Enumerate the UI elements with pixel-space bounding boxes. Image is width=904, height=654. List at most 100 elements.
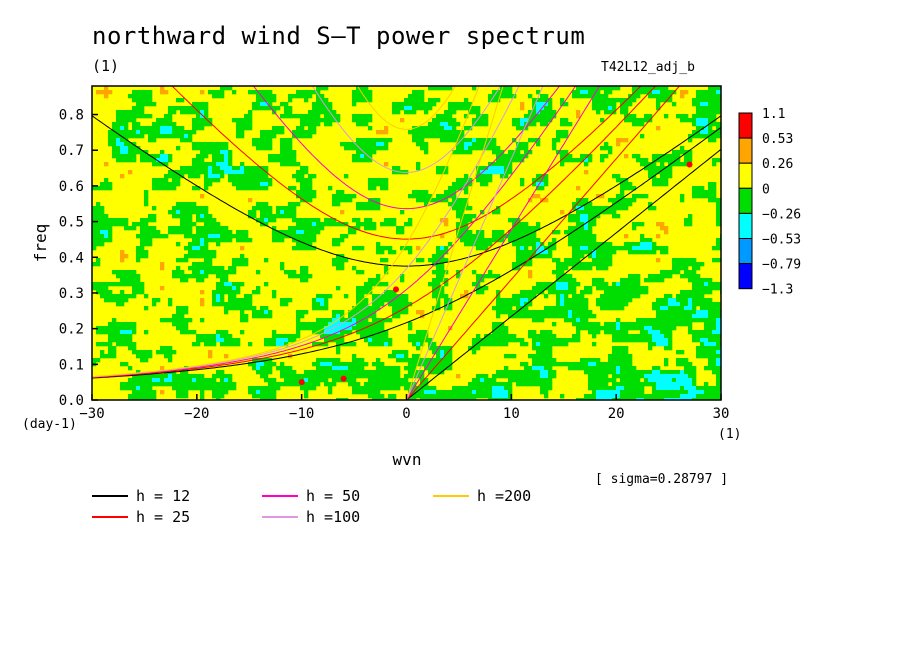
field-cell bbox=[660, 370, 665, 375]
field-cell bbox=[532, 102, 537, 107]
field-cell bbox=[628, 198, 633, 203]
field-cell bbox=[200, 270, 205, 275]
field-cell bbox=[640, 134, 645, 139]
field-cell bbox=[496, 94, 501, 99]
field-cell bbox=[132, 294, 137, 299]
field-cell bbox=[344, 342, 349, 347]
field-cell bbox=[620, 182, 625, 187]
field-cell bbox=[104, 286, 109, 291]
field-cell bbox=[220, 274, 225, 279]
field-cell bbox=[504, 90, 509, 95]
field-cell bbox=[404, 310, 409, 315]
field-cell bbox=[364, 138, 369, 143]
field-cell bbox=[196, 234, 201, 239]
field-cell bbox=[384, 142, 389, 147]
field-cell bbox=[272, 334, 277, 339]
field-cell bbox=[148, 158, 153, 163]
field-cell bbox=[220, 282, 225, 287]
field-cell bbox=[144, 198, 149, 203]
field-cell bbox=[416, 354, 421, 359]
field-cell bbox=[528, 198, 533, 203]
field-cell bbox=[408, 222, 413, 227]
field-cell bbox=[204, 266, 209, 271]
field-cell bbox=[548, 254, 553, 259]
field-cell bbox=[252, 306, 257, 311]
field-cell bbox=[516, 258, 521, 263]
field-cell bbox=[716, 130, 721, 135]
field-cell bbox=[356, 246, 361, 251]
field-cell bbox=[280, 230, 285, 235]
field-cell bbox=[164, 114, 169, 119]
field-cell bbox=[120, 334, 125, 339]
field-cell bbox=[132, 378, 137, 383]
field-cell bbox=[656, 126, 661, 131]
field-cell bbox=[184, 274, 189, 279]
field-cell bbox=[240, 134, 245, 139]
field-cell bbox=[204, 262, 209, 267]
field-cell bbox=[300, 310, 305, 315]
field-cell bbox=[572, 202, 577, 207]
field-cell bbox=[592, 238, 597, 243]
field-cell bbox=[452, 206, 457, 211]
field-cell bbox=[292, 274, 297, 279]
field-cell bbox=[668, 166, 673, 171]
field-cell bbox=[112, 294, 117, 299]
field-cell bbox=[708, 302, 713, 307]
field-cell bbox=[624, 298, 629, 303]
field-cell bbox=[480, 386, 485, 391]
field-cell bbox=[616, 194, 621, 199]
field-cell bbox=[240, 258, 245, 263]
field-cell bbox=[124, 122, 129, 127]
field-cell bbox=[492, 138, 497, 143]
field-cell bbox=[368, 90, 373, 95]
field-cell bbox=[316, 110, 321, 115]
field-cell bbox=[252, 90, 257, 95]
field-cell bbox=[268, 342, 273, 347]
field-cell bbox=[284, 154, 289, 159]
field-cell bbox=[232, 338, 237, 343]
field-cell bbox=[432, 122, 437, 127]
field-cell bbox=[372, 306, 377, 311]
field-cell bbox=[436, 194, 441, 199]
field-cell bbox=[380, 370, 385, 375]
field-cell bbox=[376, 298, 381, 303]
field-cell bbox=[320, 378, 325, 383]
field-cell bbox=[532, 310, 537, 315]
field-cell bbox=[128, 154, 133, 159]
field-cell bbox=[592, 382, 597, 387]
field-cell bbox=[628, 298, 633, 303]
field-cell bbox=[172, 230, 177, 235]
field-cell bbox=[288, 214, 293, 219]
field-cell bbox=[336, 322, 341, 327]
field-cell bbox=[140, 386, 145, 391]
field-cell bbox=[372, 198, 377, 203]
field-cell bbox=[276, 214, 281, 219]
field-cell bbox=[152, 398, 157, 400]
field-cell bbox=[280, 150, 285, 155]
field-cell bbox=[400, 106, 405, 111]
field-cell bbox=[544, 94, 549, 99]
field-cell bbox=[700, 278, 705, 283]
field-cell bbox=[592, 322, 597, 327]
field-cell bbox=[120, 290, 125, 295]
field-cell bbox=[216, 290, 221, 295]
field-cell bbox=[660, 270, 665, 275]
field-cell bbox=[200, 234, 205, 239]
field-cell bbox=[536, 310, 541, 315]
field-cell bbox=[232, 170, 237, 175]
field-cell bbox=[392, 290, 397, 295]
field-cell bbox=[328, 330, 333, 335]
field-cell bbox=[236, 122, 241, 127]
field-cell bbox=[184, 210, 189, 215]
field-cell bbox=[436, 114, 441, 119]
field-cell bbox=[684, 322, 689, 327]
field-cell bbox=[648, 370, 653, 375]
field-cell bbox=[280, 142, 285, 147]
field-cell bbox=[340, 370, 345, 375]
field-cell bbox=[528, 118, 533, 123]
field-cell bbox=[148, 218, 153, 223]
field-cell bbox=[224, 226, 229, 231]
field-cell bbox=[608, 90, 613, 95]
field-cell bbox=[516, 146, 521, 151]
field-cell bbox=[104, 290, 109, 295]
